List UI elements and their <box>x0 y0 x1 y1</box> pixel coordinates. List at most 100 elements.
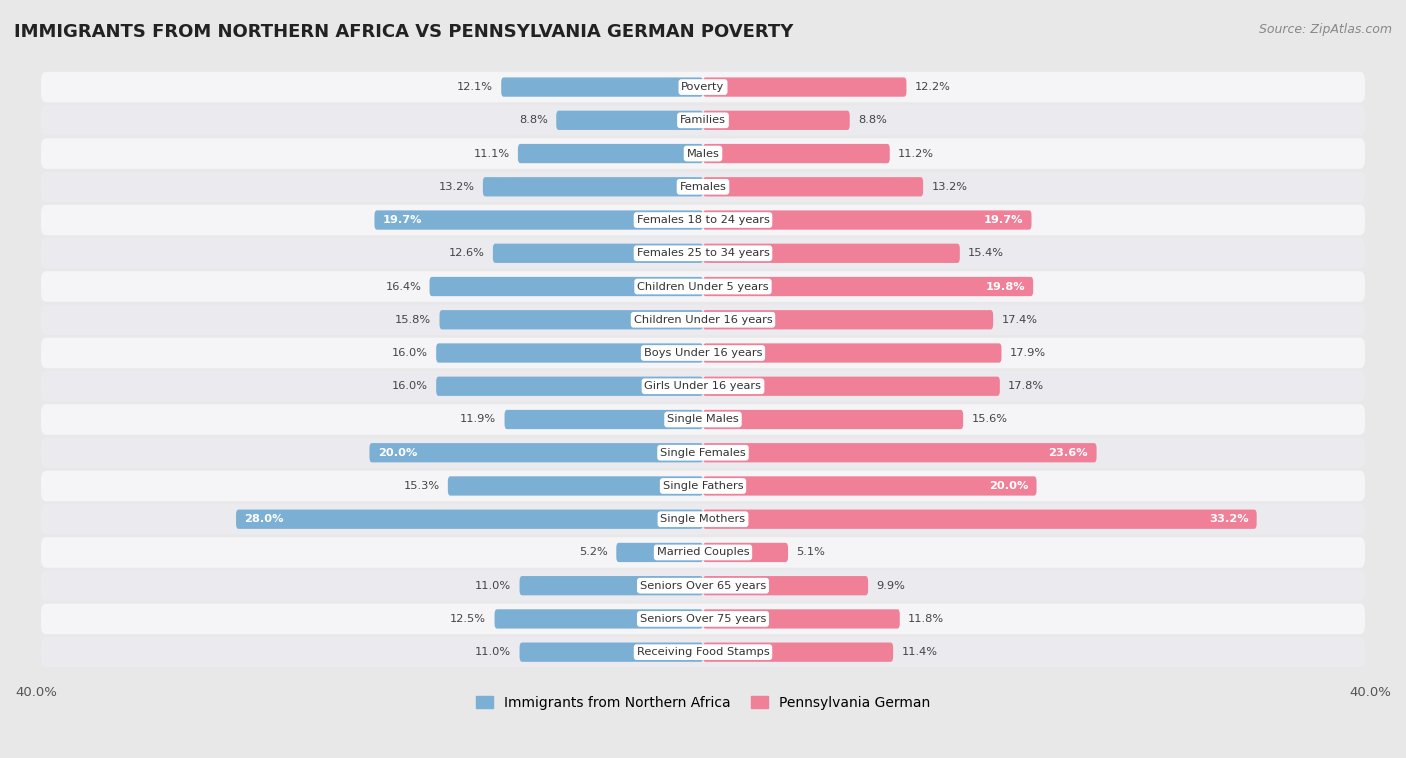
FancyBboxPatch shape <box>557 111 703 130</box>
FancyBboxPatch shape <box>374 211 703 230</box>
Text: 12.1%: 12.1% <box>457 82 494 92</box>
Text: 11.8%: 11.8% <box>908 614 945 624</box>
FancyBboxPatch shape <box>703 211 1032 230</box>
FancyBboxPatch shape <box>703 643 893 662</box>
FancyBboxPatch shape <box>703 443 1097 462</box>
FancyBboxPatch shape <box>440 310 703 330</box>
FancyBboxPatch shape <box>703 310 993 330</box>
FancyBboxPatch shape <box>703 343 1001 362</box>
Text: Females 18 to 24 years: Females 18 to 24 years <box>637 215 769 225</box>
Text: 11.9%: 11.9% <box>460 415 496 424</box>
Text: Receiving Food Stamps: Receiving Food Stamps <box>637 647 769 657</box>
FancyBboxPatch shape <box>449 476 703 496</box>
Text: 17.4%: 17.4% <box>1001 315 1038 324</box>
Text: Source: ZipAtlas.com: Source: ZipAtlas.com <box>1258 23 1392 36</box>
Text: Single Males: Single Males <box>666 415 740 424</box>
Text: 8.8%: 8.8% <box>858 115 887 125</box>
Text: 15.6%: 15.6% <box>972 415 1008 424</box>
Text: 11.0%: 11.0% <box>475 647 512 657</box>
FancyBboxPatch shape <box>41 105 1365 136</box>
Text: 11.2%: 11.2% <box>898 149 934 158</box>
FancyBboxPatch shape <box>703 609 900 628</box>
Text: Married Couples: Married Couples <box>657 547 749 557</box>
FancyBboxPatch shape <box>703 243 960 263</box>
FancyBboxPatch shape <box>41 371 1365 402</box>
FancyBboxPatch shape <box>41 171 1365 202</box>
Text: 20.0%: 20.0% <box>378 448 418 458</box>
FancyBboxPatch shape <box>41 72 1365 102</box>
FancyBboxPatch shape <box>41 571 1365 601</box>
Text: 11.0%: 11.0% <box>475 581 512 590</box>
Text: Seniors Over 75 years: Seniors Over 75 years <box>640 614 766 624</box>
FancyBboxPatch shape <box>429 277 703 296</box>
FancyBboxPatch shape <box>517 144 703 163</box>
Text: 33.2%: 33.2% <box>1209 514 1249 525</box>
FancyBboxPatch shape <box>41 537 1365 568</box>
Text: 20.0%: 20.0% <box>988 481 1028 491</box>
Text: Families: Families <box>681 115 725 125</box>
FancyBboxPatch shape <box>41 471 1365 501</box>
FancyBboxPatch shape <box>703 111 849 130</box>
FancyBboxPatch shape <box>370 443 703 462</box>
Text: Single Mothers: Single Mothers <box>661 514 745 525</box>
Text: 19.7%: 19.7% <box>984 215 1024 225</box>
FancyBboxPatch shape <box>703 77 907 97</box>
Text: Girls Under 16 years: Girls Under 16 years <box>644 381 762 391</box>
FancyBboxPatch shape <box>501 77 703 97</box>
FancyBboxPatch shape <box>41 271 1365 302</box>
FancyBboxPatch shape <box>41 205 1365 235</box>
Text: 5.2%: 5.2% <box>579 547 607 557</box>
FancyBboxPatch shape <box>41 404 1365 435</box>
Text: 11.4%: 11.4% <box>901 647 938 657</box>
FancyBboxPatch shape <box>703 377 1000 396</box>
FancyBboxPatch shape <box>703 277 1033 296</box>
Text: Children Under 5 years: Children Under 5 years <box>637 281 769 292</box>
FancyBboxPatch shape <box>436 377 703 396</box>
Text: Boys Under 16 years: Boys Under 16 years <box>644 348 762 358</box>
Text: 11.1%: 11.1% <box>474 149 509 158</box>
Text: 9.9%: 9.9% <box>876 581 905 590</box>
FancyBboxPatch shape <box>703 576 868 595</box>
Text: Males: Males <box>686 149 720 158</box>
FancyBboxPatch shape <box>482 177 703 196</box>
Text: 23.6%: 23.6% <box>1049 448 1088 458</box>
Text: 13.2%: 13.2% <box>931 182 967 192</box>
Text: IMMIGRANTS FROM NORTHERN AFRICA VS PENNSYLVANIA GERMAN POVERTY: IMMIGRANTS FROM NORTHERN AFRICA VS PENNS… <box>14 23 793 41</box>
FancyBboxPatch shape <box>494 243 703 263</box>
Text: 16.4%: 16.4% <box>385 281 422 292</box>
Text: Females 25 to 34 years: Females 25 to 34 years <box>637 249 769 258</box>
FancyBboxPatch shape <box>703 543 787 562</box>
Text: Poverty: Poverty <box>682 82 724 92</box>
FancyBboxPatch shape <box>616 543 703 562</box>
FancyBboxPatch shape <box>495 609 703 628</box>
Text: 19.7%: 19.7% <box>382 215 422 225</box>
FancyBboxPatch shape <box>41 637 1365 668</box>
Text: Children Under 16 years: Children Under 16 years <box>634 315 772 324</box>
FancyBboxPatch shape <box>41 238 1365 268</box>
FancyBboxPatch shape <box>703 509 1257 529</box>
Text: Seniors Over 65 years: Seniors Over 65 years <box>640 581 766 590</box>
Text: 12.5%: 12.5% <box>450 614 486 624</box>
Text: 16.0%: 16.0% <box>392 381 427 391</box>
FancyBboxPatch shape <box>703 144 890 163</box>
FancyBboxPatch shape <box>703 177 924 196</box>
Text: 19.8%: 19.8% <box>986 281 1025 292</box>
FancyBboxPatch shape <box>41 603 1365 634</box>
FancyBboxPatch shape <box>41 138 1365 169</box>
FancyBboxPatch shape <box>436 343 703 362</box>
FancyBboxPatch shape <box>41 305 1365 335</box>
Text: Females: Females <box>679 182 727 192</box>
Text: 28.0%: 28.0% <box>245 514 284 525</box>
Legend: Immigrants from Northern Africa, Pennsylvania German: Immigrants from Northern Africa, Pennsyl… <box>471 690 935 715</box>
Text: 12.6%: 12.6% <box>449 249 485 258</box>
Text: 12.2%: 12.2% <box>915 82 950 92</box>
Text: 15.8%: 15.8% <box>395 315 432 324</box>
FancyBboxPatch shape <box>520 576 703 595</box>
FancyBboxPatch shape <box>703 476 1036 496</box>
Text: Single Fathers: Single Fathers <box>662 481 744 491</box>
FancyBboxPatch shape <box>41 437 1365 468</box>
Text: 17.9%: 17.9% <box>1010 348 1046 358</box>
FancyBboxPatch shape <box>703 410 963 429</box>
Text: 17.8%: 17.8% <box>1008 381 1045 391</box>
FancyBboxPatch shape <box>41 504 1365 534</box>
